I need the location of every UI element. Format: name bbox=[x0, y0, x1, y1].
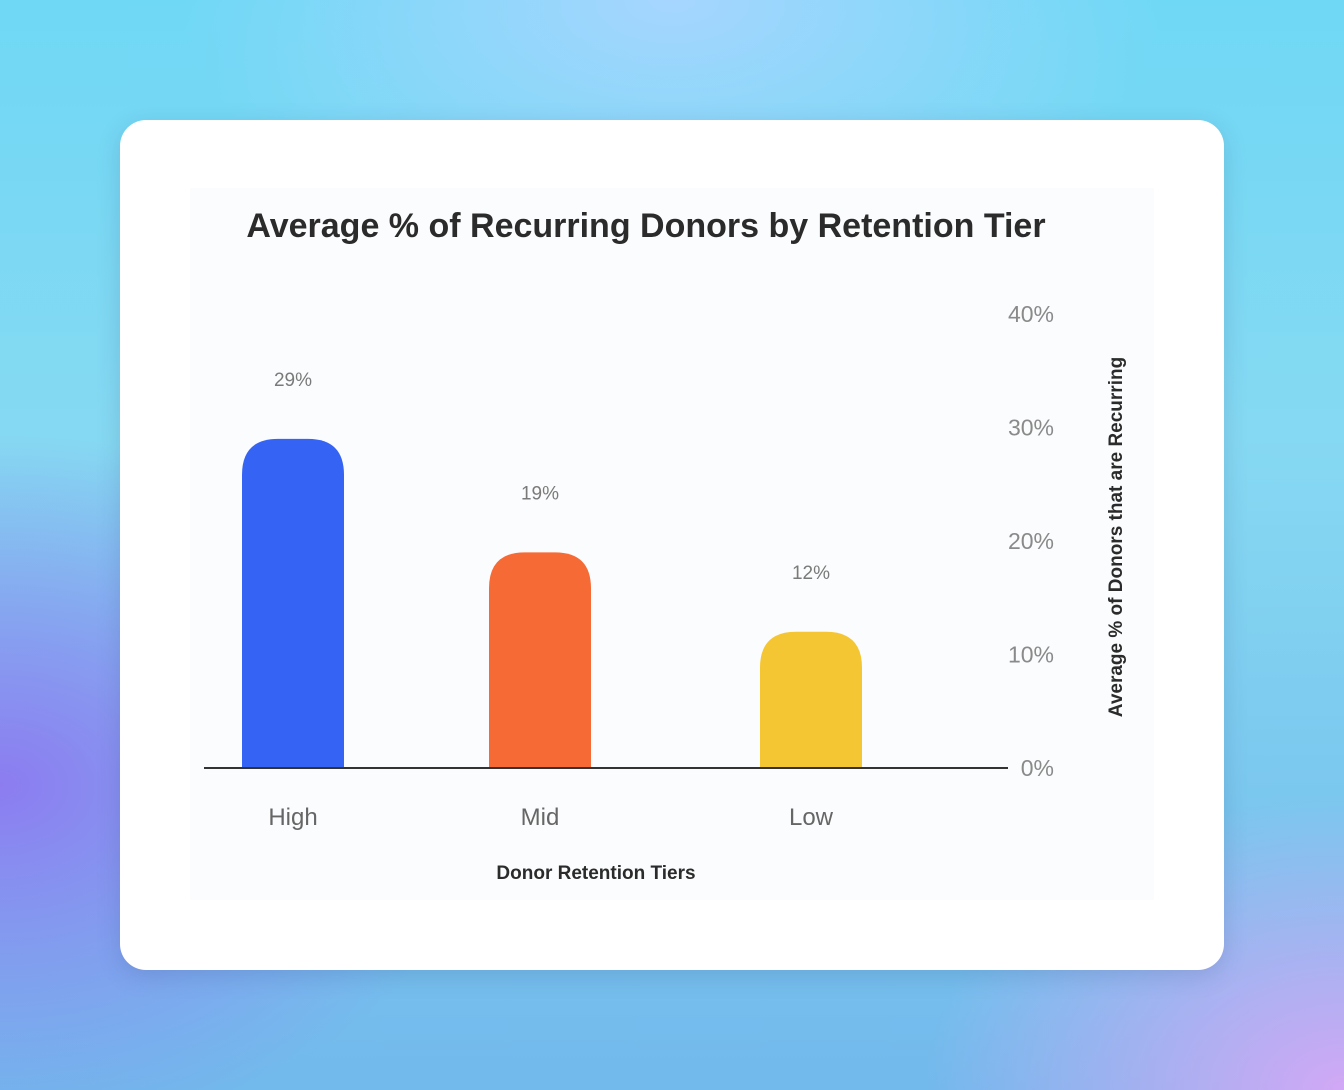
chart-panel: Average % of Recurring Donors by Retenti… bbox=[190, 188, 1154, 900]
data-label-mid: 19% bbox=[521, 483, 559, 504]
data-label-high: 29% bbox=[274, 370, 312, 391]
bar-low bbox=[760, 631, 862, 768]
bars-layer: 29% 19% 12% bbox=[242, 370, 862, 768]
x-axis-title: Donor Retention Tiers bbox=[496, 863, 695, 884]
x-tick-label-mid: Mid bbox=[521, 804, 560, 831]
x-category-labels: High Mid Low bbox=[268, 804, 833, 831]
y-tick-label-0: 0% bbox=[1021, 755, 1054, 781]
y-tick-label-40: 40% bbox=[1008, 301, 1054, 327]
bar-high bbox=[242, 438, 344, 768]
chart-card: Average % of Recurring Donors by Retenti… bbox=[120, 120, 1224, 970]
y-tick-labels: 0% 10% 20% 30% 40% bbox=[1008, 301, 1054, 781]
bar-mid bbox=[489, 552, 591, 768]
y-tick-label-30: 30% bbox=[1008, 415, 1054, 441]
y-tick-label-20: 20% bbox=[1008, 528, 1054, 554]
data-label-low: 12% bbox=[792, 563, 830, 584]
bar-chart: Average % of Recurring Donors by Retenti… bbox=[204, 207, 1127, 884]
x-tick-label-low: Low bbox=[789, 804, 834, 831]
x-tick-label-high: High bbox=[268, 804, 317, 831]
chart-title: Average % of Recurring Donors by Retenti… bbox=[246, 207, 1045, 245]
y-axis-title: Average % of Donors that are Recurring bbox=[1106, 357, 1127, 717]
y-tick-label-10: 10% bbox=[1008, 642, 1054, 668]
